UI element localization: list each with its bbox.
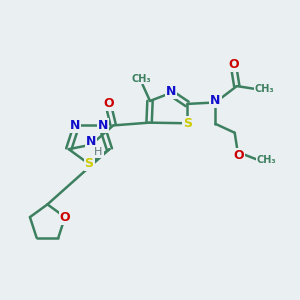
Text: N: N (86, 135, 96, 148)
Text: S: S (183, 117, 192, 130)
Text: H: H (94, 147, 103, 157)
Text: N: N (98, 119, 108, 132)
Text: O: O (233, 148, 244, 162)
Text: N: N (70, 119, 80, 132)
Text: O: O (103, 97, 114, 110)
Text: O: O (229, 58, 239, 70)
Text: S: S (85, 158, 94, 170)
Text: O: O (60, 211, 70, 224)
Text: CH₃: CH₃ (257, 154, 277, 164)
Text: CH₃: CH₃ (255, 84, 274, 94)
Text: CH₃: CH₃ (131, 74, 151, 84)
Text: N: N (210, 94, 220, 107)
Text: N: N (166, 85, 176, 98)
